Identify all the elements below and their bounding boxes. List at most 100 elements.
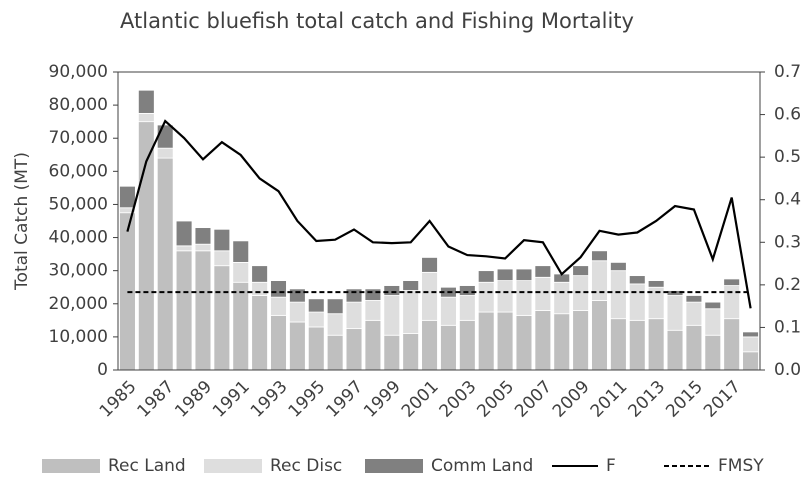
bar-segment [364, 300, 382, 321]
bar-segment [440, 296, 457, 326]
bar-segment [666, 329, 684, 371]
bar-segment [137, 89, 155, 114]
bar-segment [458, 295, 476, 321]
y-axis-label: Total Catch (MT) [12, 152, 32, 291]
bar-segment [270, 280, 287, 298]
legend-label: FMSY [718, 456, 764, 476]
y2-tick-label: 0.2 [774, 275, 801, 295]
plot-frame [117, 71, 761, 371]
legend-label: F [606, 456, 616, 476]
bar-segment [515, 280, 533, 316]
bar-segment [364, 288, 382, 301]
y2-tick-label: 0.4 [774, 190, 801, 210]
bar-segment [591, 260, 608, 301]
bar-segment [534, 309, 552, 371]
bar-segment [742, 331, 759, 338]
bar-segment [364, 319, 382, 371]
bar-segment [289, 288, 306, 303]
bar-segment [647, 318, 665, 371]
bar-segment [553, 281, 571, 315]
bar-segment [496, 280, 514, 313]
bar-segment [628, 275, 646, 285]
y2-tick-label: 0.5 [774, 147, 801, 167]
bar-segment [628, 319, 646, 371]
bar-segment [326, 298, 344, 315]
bar-segment [685, 295, 703, 303]
bar-segment [307, 298, 325, 313]
bar-segment [628, 283, 646, 321]
bar-segment [610, 318, 627, 371]
bar-segment [232, 240, 250, 263]
bar-segment [572, 265, 589, 277]
y-tick-label: 20,000 [49, 294, 108, 314]
bar-segment [194, 250, 212, 371]
y-tick-label: 0 [97, 360, 108, 380]
legend-label: Comm Land [431, 456, 533, 476]
bar-segment [345, 288, 363, 303]
bar-segment [251, 281, 268, 296]
line-series [126, 119, 752, 309]
bar-segment [704, 334, 722, 371]
legend-swatch [365, 459, 423, 473]
bar-segment [515, 314, 533, 371]
bar-segment [194, 243, 212, 252]
chart-title: Atlantic bluefish total catch and Fishin… [120, 9, 634, 33]
bar-segment [383, 285, 401, 296]
legend-swatch [42, 459, 100, 473]
y2-tick-label: 0.3 [774, 232, 801, 252]
bar-segment [289, 301, 306, 323]
bar-segment [458, 319, 476, 371]
bar-segment [723, 285, 741, 320]
y-tick-label: 90,000 [49, 62, 108, 82]
bar-segment [477, 281, 495, 313]
y-tick-label: 10,000 [49, 327, 108, 347]
bar-segment [345, 328, 363, 371]
bar-segment [156, 124, 174, 149]
bar-segment [156, 147, 174, 159]
bar-segment [647, 280, 665, 288]
bar-segment [270, 314, 287, 371]
bar-segment [421, 271, 438, 321]
legend-label: Rec Land [108, 456, 186, 476]
bar-segment [402, 280, 420, 291]
y2-tick-label: 0.7 [774, 62, 801, 82]
y-tick-label: 70,000 [49, 128, 108, 148]
bar-segment [421, 257, 438, 273]
bar-segment [723, 278, 741, 286]
bar-segment [610, 261, 627, 272]
bar-segment [175, 245, 193, 252]
y-tick-label: 40,000 [49, 228, 108, 248]
bar-segment [458, 285, 476, 296]
bar-segment [515, 268, 533, 281]
bar-segment [723, 318, 741, 371]
bar-segment [572, 309, 589, 371]
bar-segment [213, 250, 231, 267]
y2-tick-label: 0.0 [774, 360, 801, 380]
bar-segment [685, 324, 703, 371]
bar-segment [496, 268, 514, 281]
bar-segment [704, 301, 722, 310]
bar-segment [591, 250, 608, 262]
bar-segment [591, 300, 608, 371]
bar-segment [477, 311, 495, 371]
bar-segment [213, 265, 231, 371]
bar-segment [666, 295, 684, 331]
bar-segment [383, 334, 401, 371]
y-tick-label: 60,000 [49, 161, 108, 181]
bar-segment [175, 220, 193, 247]
bar-segment [496, 311, 514, 371]
bar-segment [119, 185, 136, 209]
bar-segment [440, 324, 457, 371]
y-tick-label: 30,000 [49, 261, 108, 281]
bar-segment [232, 261, 250, 283]
bar-segment [610, 270, 627, 320]
bar-segment [251, 265, 268, 283]
bar-segment [477, 270, 495, 283]
bar-segment [289, 321, 306, 371]
bar-segment [270, 296, 287, 316]
bar-segment [534, 265, 552, 278]
legend-swatch [204, 459, 262, 473]
bar-segment [383, 295, 401, 336]
bar-segment [137, 112, 155, 123]
